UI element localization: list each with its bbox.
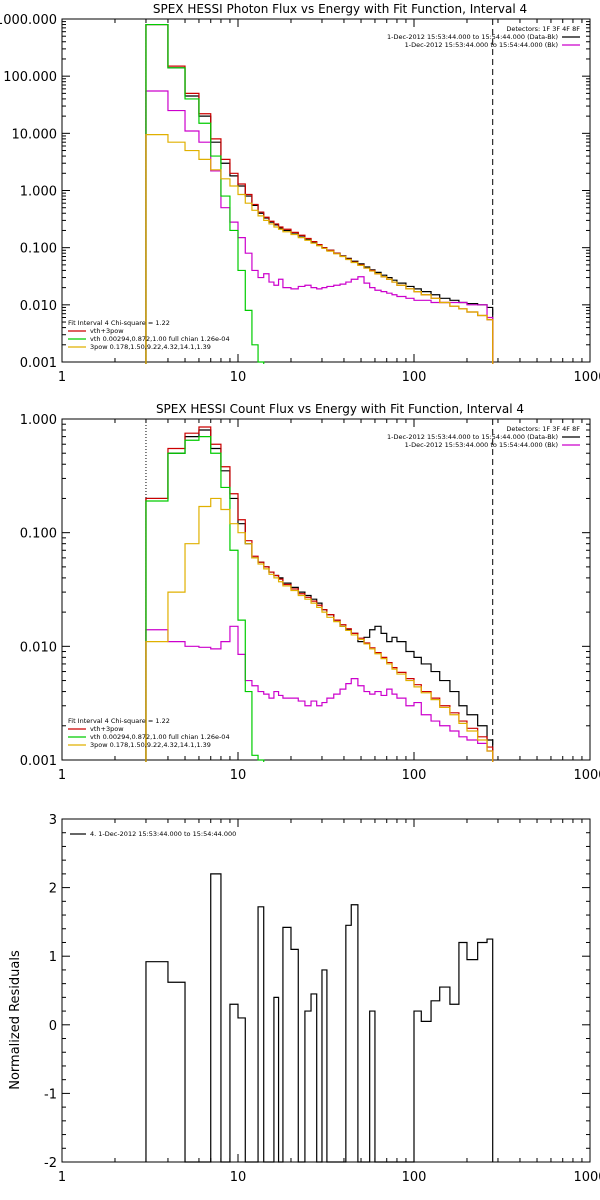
- photon-flux-chart: SPEX HESSI Photon Flux vs Energy with Fi…: [0, 2, 600, 385]
- y-tick-label: 0: [49, 1019, 57, 1034]
- series-line-3pow: [145, 497, 494, 762]
- count-flux-chart: SPEX HESSI Count Flux vs Energy with Fit…: [20, 402, 600, 783]
- legend-header: Fit Interval 4 Chi-square = 1.22: [68, 319, 170, 327]
- plot-frame: [61, 418, 591, 761]
- x-tick-label: 100: [402, 370, 427, 385]
- y-tick-label: 100.000: [3, 70, 57, 85]
- y-tick-label: 0.100: [20, 242, 57, 257]
- residuals-chart: Normalized Residuals 1 10 100 1000 -2 -1 0 1 2 3 4…: [8, 813, 600, 1185]
- x-tick-label: 1: [58, 1170, 66, 1185]
- y-tick-label: 2: [49, 882, 57, 897]
- x-tick-label: 100: [402, 768, 427, 783]
- y-tick-label: -2: [44, 1156, 57, 1171]
- legend-entry: 1-Dec-2012 15:53:44.000 to 15:54:44.000 …: [405, 441, 558, 449]
- legend-header: Detectors: 1F 3F 4F 8F: [506, 425, 580, 433]
- plot-frame: [61, 818, 591, 1163]
- legend-entry: vth+3pow: [90, 725, 124, 733]
- plot-frame: [61, 18, 591, 363]
- legend-entry: vth+3pow: [90, 327, 124, 335]
- y-tick-label: 1000.000: [0, 13, 57, 28]
- x-tick-label: 1: [58, 768, 66, 783]
- legend-entry: vth 0.00294,0.872,1.00 full chian 1.26e-…: [90, 733, 230, 741]
- x-tick-label: 10: [230, 370, 247, 385]
- y-tick-label: 1.000: [20, 185, 57, 200]
- legend-entry: 3pow 0.178,1.50,9.22,4.32,14.1,1.39: [90, 741, 211, 749]
- y-tick-label: 1: [49, 950, 57, 965]
- y-tick-label: -1: [44, 1087, 57, 1102]
- x-tick-label: 1: [58, 370, 66, 385]
- chart-title: SPEX HESSI Photon Flux vs Energy with Fi…: [153, 2, 527, 16]
- series-line-vth: [145, 436, 265, 762]
- legend-entry: vth 0.00294,0.872,1.00 full chian 1.26e-…: [90, 335, 230, 343]
- x-tick-label: 10: [230, 1170, 247, 1185]
- y-axis-label: Normalized Residuals: [8, 950, 23, 1090]
- series-line-3pow: [145, 134, 494, 364]
- legend-entry: 4. 1-Dec-2012 15:53:44.000 to 15:54:44.0…: [90, 830, 236, 838]
- x-tick-label: 1000: [573, 768, 600, 783]
- series-line-vth: [145, 23, 265, 364]
- y-tick-label: 0.100: [20, 527, 57, 542]
- series-line-data-bk: [145, 23, 494, 364]
- series-line-vth-3pow: [145, 23, 494, 364]
- x-tick-label: 1000: [573, 370, 600, 385]
- y-tick-label: 0.001: [20, 356, 57, 371]
- legend-entry: 1-Dec-2012 15:53:44.000 to 15:54:44.000 …: [387, 33, 558, 41]
- legend-entry: 3pow 0.178,1.50,9.22,4.32,14.1,1.39: [90, 343, 211, 351]
- legend-header: Fit Interval 4 Chi-square = 1.22: [68, 717, 170, 725]
- legend-header: Detectors: 1F 3F 4F 8F: [506, 25, 580, 33]
- series-line-vth-3pow: [145, 426, 494, 762]
- y-tick-label: 1.000: [20, 413, 57, 428]
- y-tick-label: 0.001: [20, 754, 57, 769]
- series-line-bk: [145, 90, 494, 364]
- legend-entry: 1-Dec-2012 15:53:44.000 to 15:54:44.000 …: [387, 433, 558, 441]
- series-line-bk: [145, 625, 494, 762]
- series-line-data-bk: [145, 429, 494, 762]
- chart-title: SPEX HESSI Count Flux vs Energy with Fit…: [156, 402, 524, 416]
- y-tick-label: 0.010: [20, 640, 57, 655]
- y-tick-label: 3: [49, 813, 57, 828]
- y-tick-label: 0.010: [20, 299, 57, 314]
- legend-entry: 1-Dec-2012 15:53:44.000 to 15:54:44.000 …: [405, 41, 558, 49]
- y-tick-label: 10.000: [12, 127, 58, 142]
- x-tick-label: 10: [230, 768, 247, 783]
- x-tick-label: 100: [402, 1170, 427, 1185]
- series-line-4-1-dec-2012-15-53-44-000-to-15-54-44-000: [145, 873, 494, 1163]
- x-tick-label: 1000: [573, 1170, 600, 1185]
